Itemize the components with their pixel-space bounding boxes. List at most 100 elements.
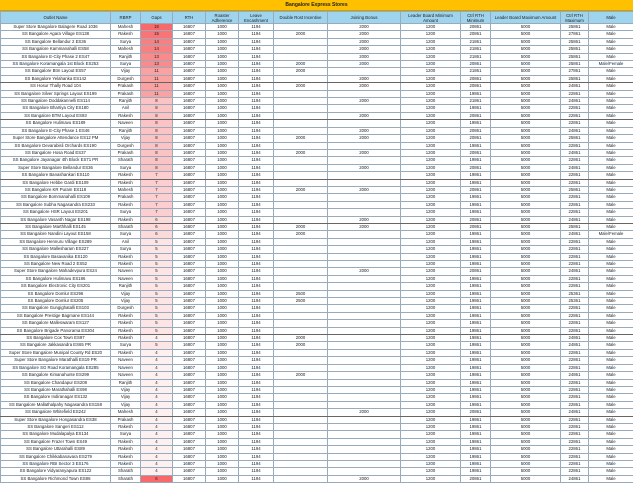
table-cell[interactable]: 1194 (238, 445, 274, 454)
table-cell[interactable]: Male (588, 104, 633, 113)
outlet-name-cell[interactable]: SS Bangalore RBI Sector 3 ES176 (0, 459, 111, 469)
column-header[interactable]: Double Rost Incentive (273, 11, 328, 24)
table-cell[interactable]: 1194 (238, 422, 274, 432)
table-cell[interactable]: 20861 (460, 82, 491, 91)
table-cell[interactable] (273, 282, 328, 291)
table-cell[interactable]: 2000 (273, 82, 328, 91)
table-cell[interactable]: Male (588, 222, 633, 232)
table-cell[interactable] (327, 393, 401, 402)
table-cell[interactable]: 1194 (238, 348, 274, 358)
table-cell[interactable]: 1200 (400, 22, 461, 32)
table-cell[interactable]: 2000 (273, 185, 328, 195)
table-cell[interactable]: 19861 (460, 385, 491, 395)
table-cell[interactable]: Surya (110, 37, 141, 47)
table-cell[interactable]: 16807 (172, 134, 206, 143)
table-cell[interactable] (327, 67, 401, 76)
table-cell[interactable]: 16807 (172, 185, 206, 195)
table-cell[interactable]: 16807 (172, 378, 206, 387)
outlet-name-cell[interactable]: SS Bangalore Uttarahalli ES89 (0, 445, 111, 454)
table-cell[interactable]: 5000 (490, 363, 561, 373)
table-cell[interactable]: 22861 (560, 89, 589, 99)
table-cell[interactable] (327, 430, 401, 439)
table-cell[interactable]: 20861 (460, 60, 491, 69)
column-header[interactable]: Joining Bonus (327, 11, 401, 24)
table-cell[interactable]: 21861 (460, 67, 491, 76)
table-cell[interactable]: 1200 (400, 297, 461, 306)
table-cell[interactable]: 2000 (327, 222, 401, 232)
gaps-cell[interactable]: 5 (140, 297, 173, 306)
table-cell[interactable]: 2000 (327, 60, 401, 69)
table-cell[interactable]: 1200 (400, 67, 461, 76)
table-cell[interactable]: 22861 (560, 111, 589, 121)
table-cell[interactable] (327, 104, 401, 113)
table-cell[interactable]: 1000 (205, 400, 239, 410)
table-cell[interactable]: 1194 (238, 111, 274, 121)
table-cell[interactable]: 1200 (400, 259, 461, 269)
table-cell[interactable]: 1200 (400, 311, 461, 321)
table-cell[interactable]: 5000 (490, 156, 561, 165)
table-cell[interactable] (327, 252, 401, 262)
gaps-cell[interactable]: 5 (140, 289, 173, 299)
table-cell[interactable]: Rakesh (110, 326, 141, 336)
table-cell[interactable]: 5000 (490, 163, 561, 173)
table-cell[interactable] (327, 282, 401, 291)
gaps-cell[interactable]: 7 (140, 178, 173, 187)
table-cell[interactable]: 1200 (400, 452, 461, 461)
table-cell[interactable]: 5000 (490, 452, 561, 461)
table-cell[interactable]: 1000 (205, 437, 239, 447)
table-cell[interactable]: Ranjith (110, 52, 141, 62)
table-cell[interactable]: 2000 (327, 474, 401, 484)
gaps-cell[interactable]: 7 (140, 185, 173, 195)
table-cell[interactable]: 1000 (205, 193, 239, 202)
table-cell[interactable]: 2000 (327, 74, 401, 84)
table-cell[interactable]: Male (588, 378, 633, 387)
table-cell[interactable]: 5000 (490, 30, 561, 39)
table-cell[interactable]: Male (588, 141, 633, 150)
table-cell[interactable] (327, 459, 401, 469)
table-cell[interactable]: 5000 (490, 415, 561, 424)
table-cell[interactable]: Male (588, 97, 633, 106)
table-cell[interactable]: 16807 (172, 274, 206, 284)
table-cell[interactable]: Male (588, 163, 633, 173)
gaps-cell[interactable]: 4 (140, 452, 173, 461)
table-cell[interactable]: 25361 (560, 297, 589, 306)
table-cell[interactable]: 1000 (205, 74, 239, 84)
table-cell[interactable] (273, 200, 328, 210)
table-cell[interactable]: 1194 (238, 437, 274, 447)
table-cell[interactable]: Rakesh (110, 252, 141, 262)
table-cell[interactable]: Male (588, 474, 633, 484)
table-cell[interactable]: 1000 (205, 200, 239, 210)
table-cell[interactable]: 22861 (560, 178, 589, 187)
table-cell[interactable]: 16807 (172, 252, 206, 262)
table-cell[interactable]: 5000 (490, 178, 561, 187)
table-cell[interactable]: 1000 (205, 422, 239, 432)
table-cell[interactable]: Male (588, 171, 633, 180)
outlet-name-cell[interactable]: SS Bangalore Yelahanka ES142 (0, 74, 111, 84)
table-cell[interactable] (327, 378, 401, 387)
outlet-name-cell[interactable]: SS Hosur Thally Road 104 (0, 82, 111, 91)
table-cell[interactable]: Durgesh (110, 141, 141, 150)
table-cell[interactable]: 2000 (273, 148, 328, 158)
table-cell[interactable]: 5000 (490, 104, 561, 113)
table-cell[interactable]: 2000 (273, 60, 328, 69)
column-header[interactable]: Leader Board Maximum Amount (490, 11, 561, 24)
table-cell[interactable]: Sharath (110, 222, 141, 232)
gaps-cell[interactable]: 13 (140, 60, 173, 69)
table-cell[interactable]: 1000 (205, 134, 239, 143)
gaps-cell[interactable]: 4 (140, 363, 173, 373)
table-cell[interactable]: Surya (110, 341, 141, 350)
table-cell[interactable]: 1000 (205, 415, 239, 424)
table-cell[interactable]: 25861 (560, 22, 589, 32)
outlet-name-cell[interactable]: SS Bangalore Whitefield ES242 (0, 408, 111, 417)
table-cell[interactable]: Male (588, 326, 633, 336)
table-cell[interactable]: 20861 (460, 215, 491, 224)
table-cell[interactable]: 16807 (172, 230, 206, 239)
table-cell[interactable]: 22861 (560, 422, 589, 432)
table-cell[interactable]: 5000 (490, 37, 561, 47)
table-cell[interactable] (327, 363, 401, 373)
table-cell[interactable]: 20861 (460, 30, 491, 39)
table-cell[interactable]: Male (588, 156, 633, 165)
table-cell[interactable]: 16807 (172, 22, 206, 32)
table-cell[interactable] (273, 193, 328, 202)
table-cell[interactable]: 25861 (560, 45, 589, 54)
